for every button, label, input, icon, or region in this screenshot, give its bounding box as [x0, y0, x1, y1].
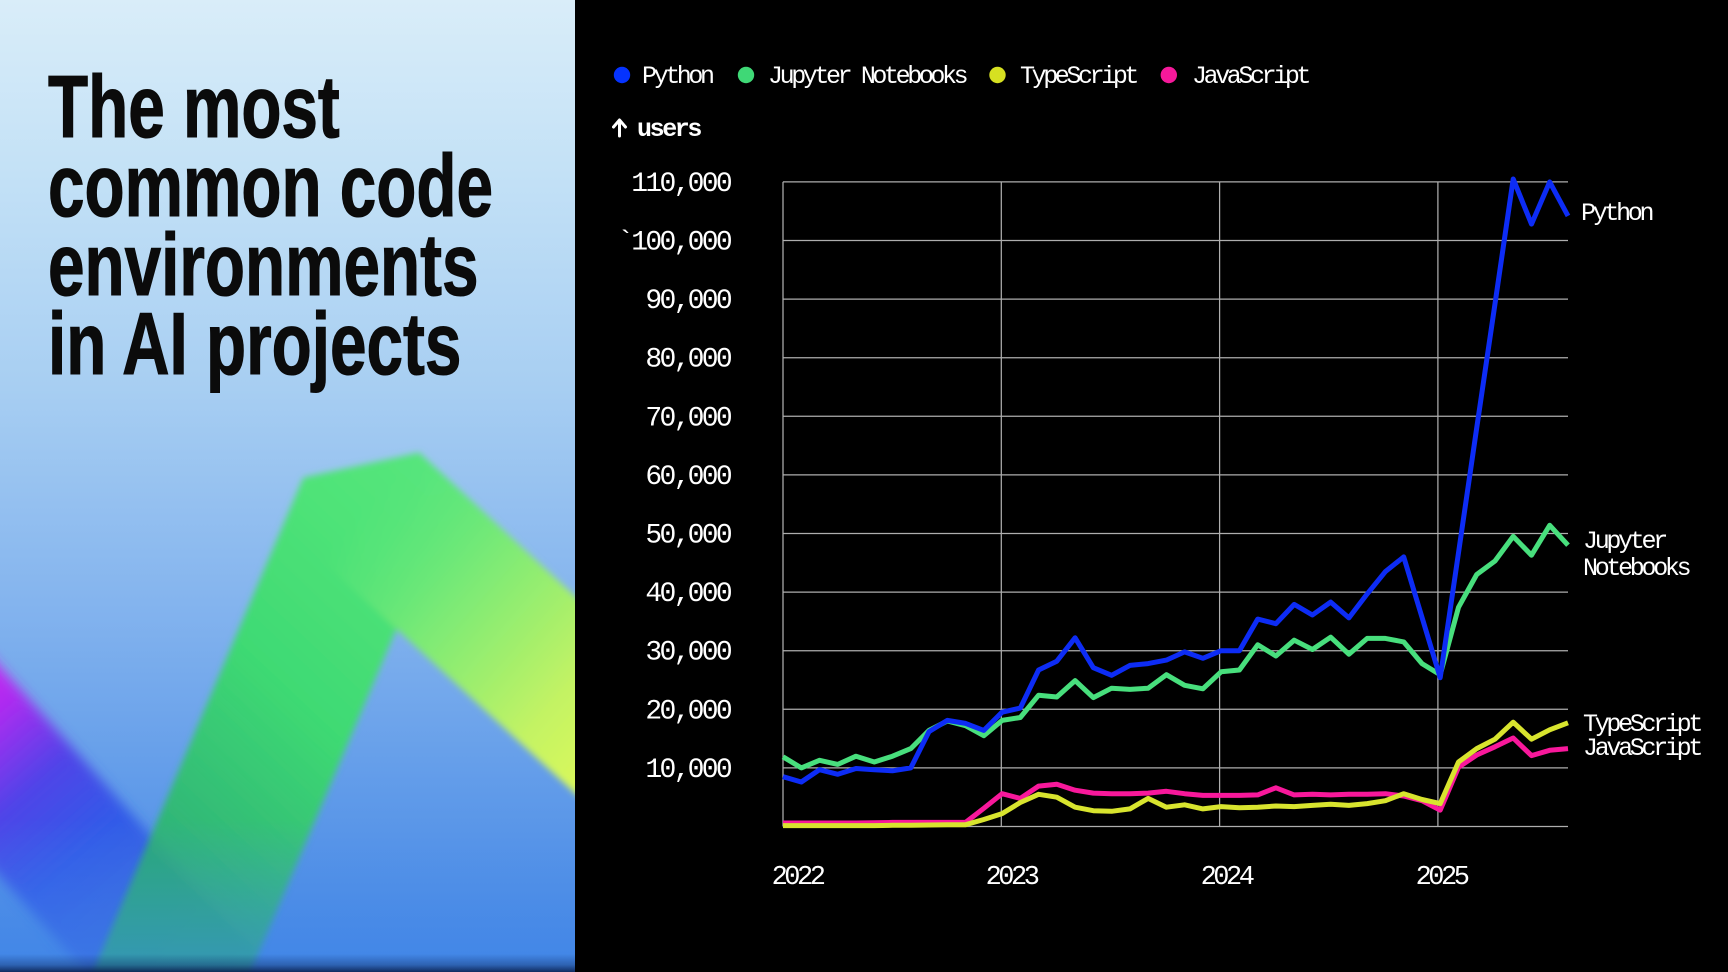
svg-text:80,000: 80,000: [645, 345, 732, 376]
svg-text:Jupyter Notebooks: Jupyter Notebooks: [768, 62, 967, 91]
svg-text:110,000: 110,000: [631, 169, 732, 200]
svg-text:50,000: 50,000: [645, 521, 732, 552]
svg-text:30,000: 30,000: [645, 638, 732, 669]
svg-text:TypeScript: TypeScript: [1020, 62, 1137, 91]
svg-text:10,000: 10,000: [645, 755, 732, 786]
svg-text:60,000: 60,000: [645, 462, 732, 493]
svg-text:Python: Python: [642, 62, 713, 91]
svg-text:20,000: 20,000: [645, 696, 732, 727]
svg-text:users: users: [637, 115, 701, 144]
svg-text:2023: 2023: [986, 863, 1039, 893]
svg-text:Jupyter: Jupyter: [1583, 527, 1666, 556]
svg-text:JavaScript: JavaScript: [1192, 62, 1309, 91]
svg-text:90,000: 90,000: [645, 286, 732, 317]
svg-text:Python: Python: [1581, 199, 1653, 228]
svg-text:Notebooks: Notebooks: [1583, 554, 1690, 583]
svg-text:2022: 2022: [772, 863, 825, 893]
svg-text:TypeScript: TypeScript: [1583, 710, 1701, 739]
svg-text:2024: 2024: [1201, 863, 1254, 893]
svg-text:40,000: 40,000: [645, 579, 732, 610]
svg-text:70,000: 70,000: [645, 403, 732, 434]
svg-text:`100,000: `100,000: [617, 228, 732, 259]
svg-text:JavaScript: JavaScript: [1583, 734, 1701, 763]
svg-text:2025: 2025: [1416, 863, 1469, 893]
